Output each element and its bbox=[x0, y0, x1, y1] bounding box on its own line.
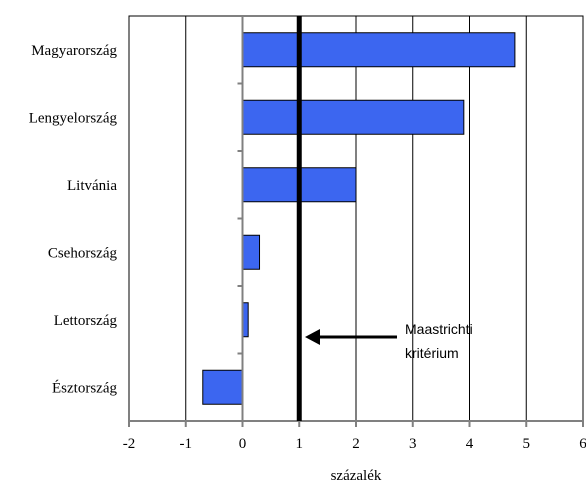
category-label: Magyarország bbox=[31, 43, 117, 59]
gridlines bbox=[128, 16, 584, 421]
x-tick-label: 2 bbox=[352, 436, 360, 452]
x-tick-label: -1 bbox=[180, 436, 193, 452]
x-tick-label: 4 bbox=[466, 436, 474, 452]
category-label: Csehország bbox=[48, 245, 118, 261]
x-tick-label: 0 bbox=[239, 436, 247, 452]
category-label: Észtország bbox=[52, 379, 117, 396]
bar bbox=[202, 369, 243, 405]
x-tick-label: -2 bbox=[123, 436, 136, 452]
x-tick-label: 3 bbox=[409, 436, 417, 452]
arrow-icon bbox=[305, 329, 397, 345]
bar bbox=[242, 32, 516, 68]
category-label: Lettország bbox=[54, 313, 118, 329]
category-label: Litvánia bbox=[67, 178, 117, 194]
tick-labels: -2 -1 0 1 2 3 4 5 6 bbox=[123, 421, 586, 452]
x-tick-label: 5 bbox=[523, 436, 531, 452]
x-tick-label: 1 bbox=[296, 436, 304, 452]
category-label: Lengyelország bbox=[29, 110, 118, 126]
bar bbox=[242, 234, 261, 270]
bars bbox=[202, 32, 516, 405]
x-tick-label: 6 bbox=[579, 436, 586, 452]
category-labels: Magyarország Lengyelország Litvánia Csehors… bbox=[29, 43, 118, 397]
reference-label-line2: kritérium bbox=[405, 345, 459, 361]
reference-label-line1: Maastrichti bbox=[405, 321, 473, 337]
x-axis-title: százalék bbox=[331, 468, 382, 484]
bar bbox=[242, 99, 465, 135]
